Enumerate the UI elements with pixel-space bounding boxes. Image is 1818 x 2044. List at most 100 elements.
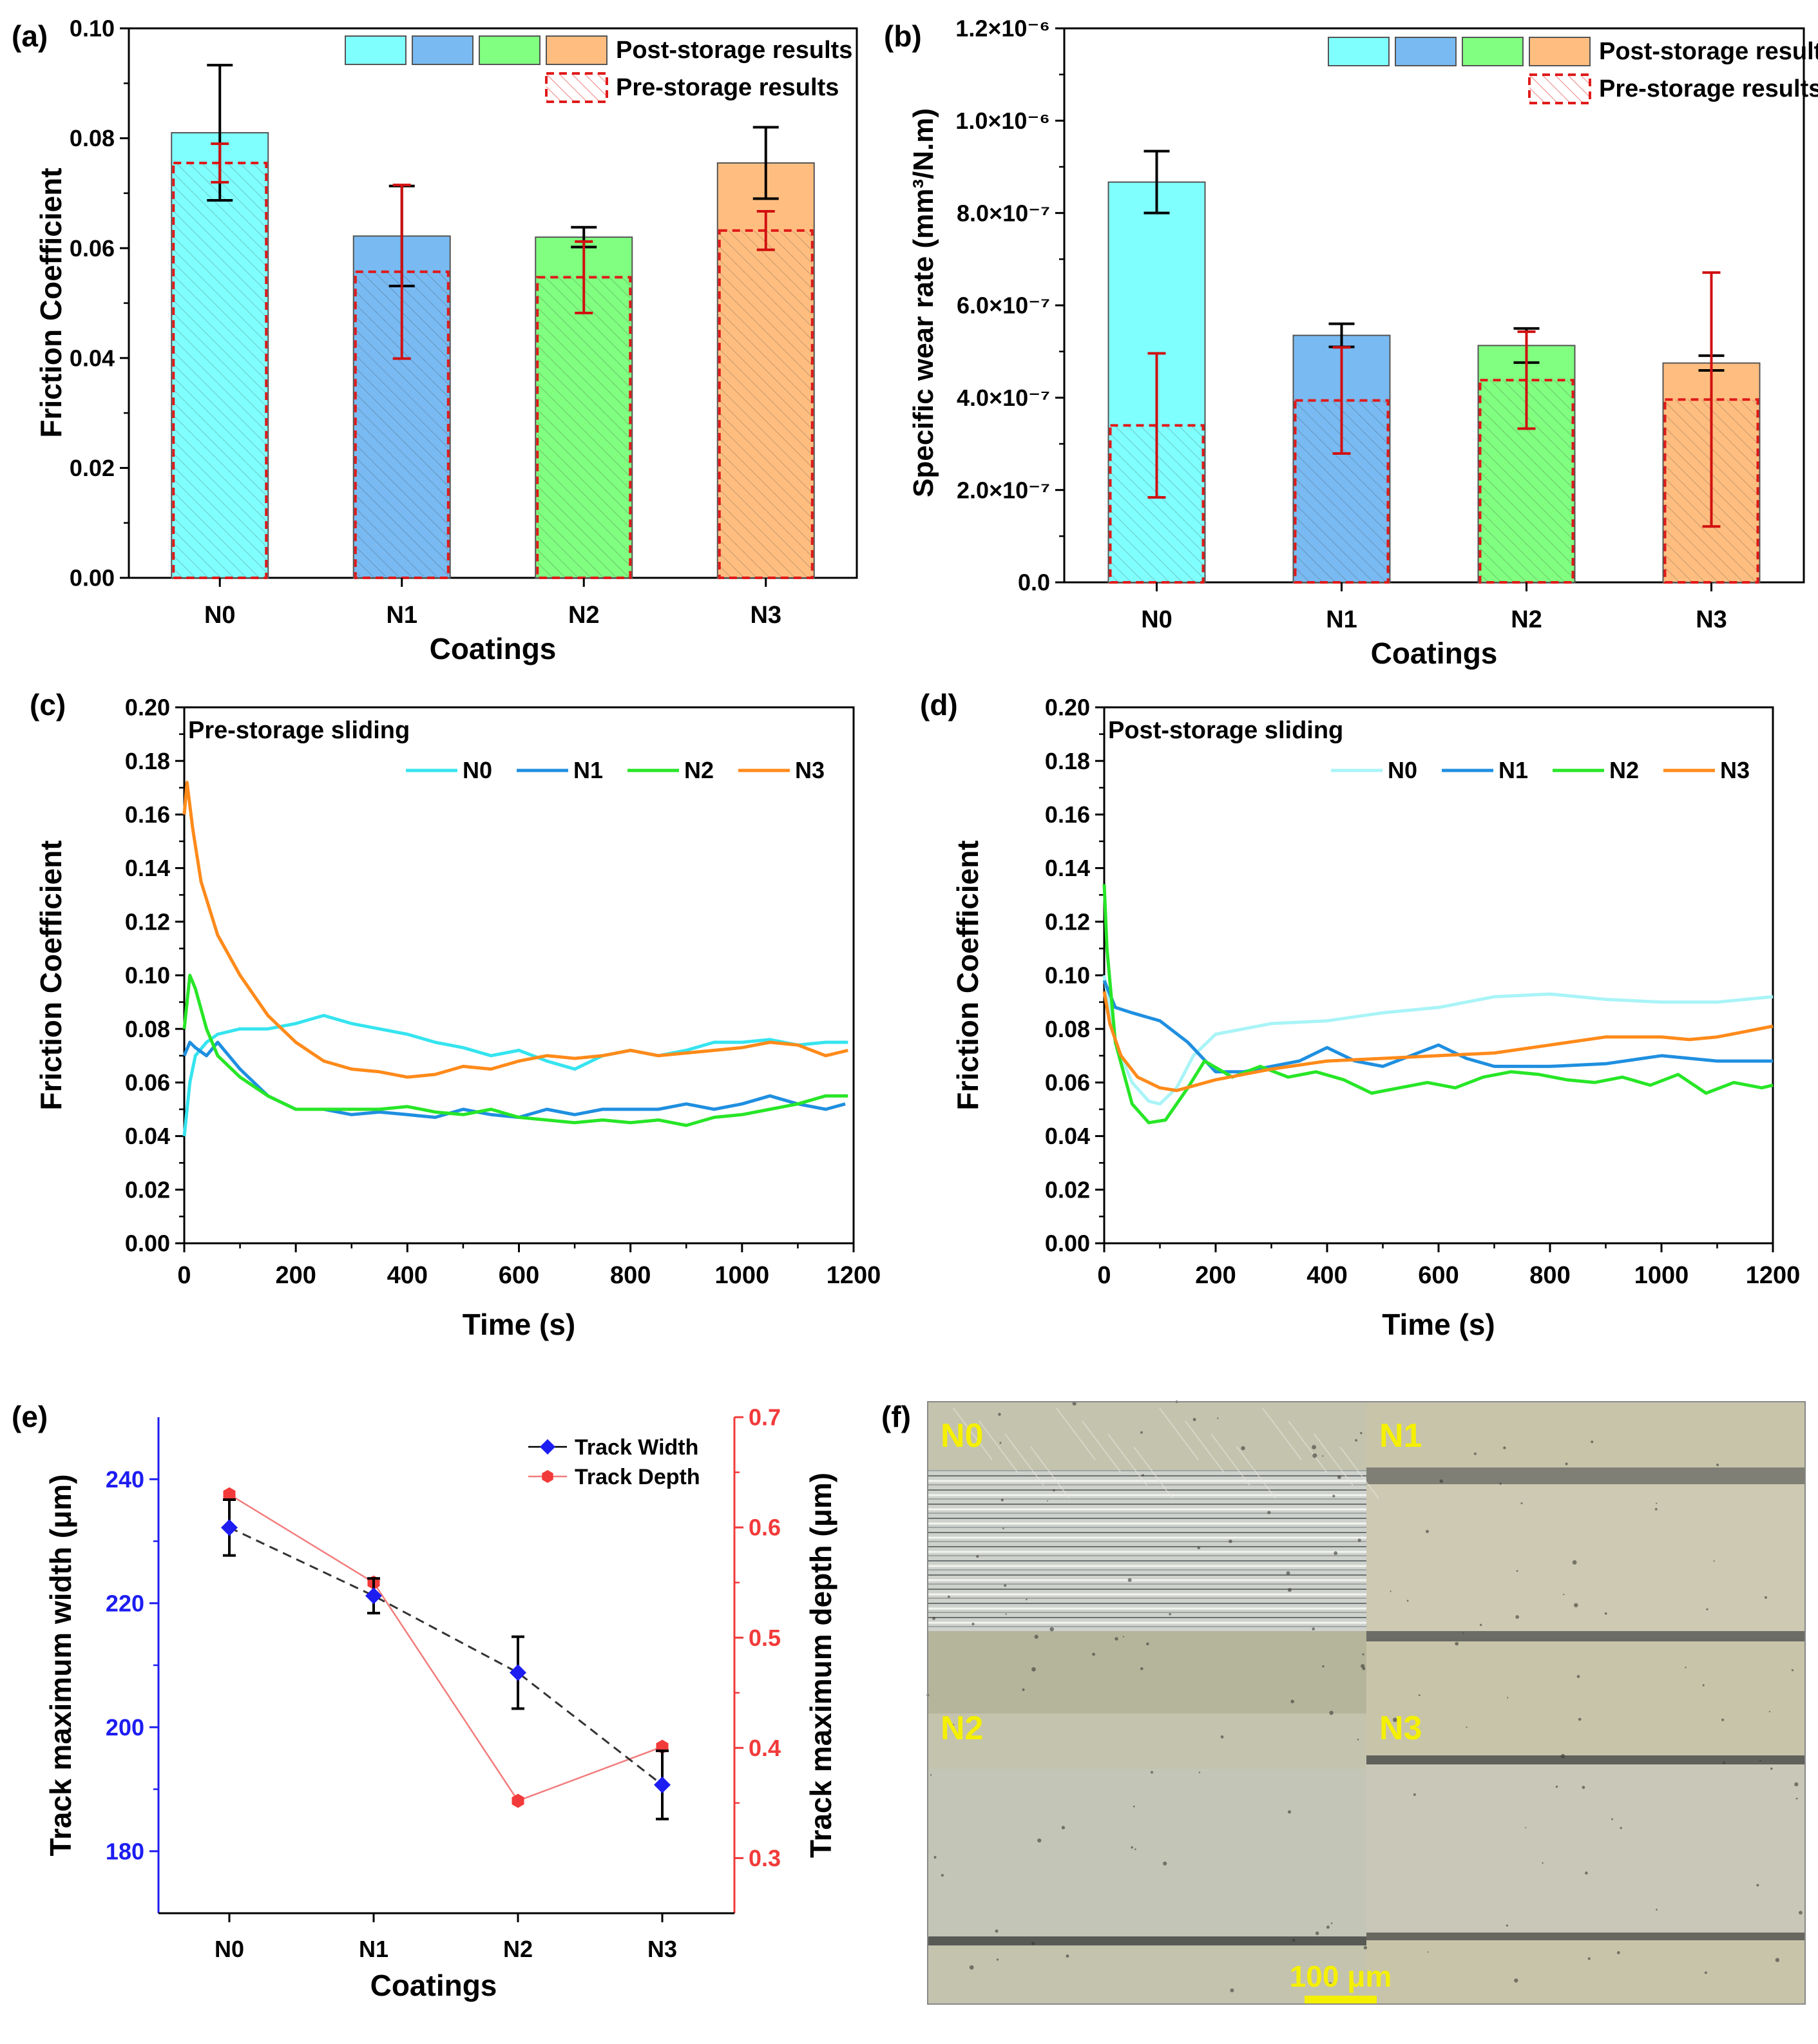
legend-label-width: Track Width <box>575 1435 698 1460</box>
y-tick-label: 0.08 <box>1045 1016 1090 1042</box>
debris-dot <box>1140 1667 1143 1670</box>
debris-dot <box>1455 1641 1459 1646</box>
right-axis-label: Track maximum depth (μm) <box>804 1473 837 1858</box>
x-axis-label: Time (s) <box>463 1308 576 1341</box>
x-tick-label: N2 <box>1511 606 1542 633</box>
debris-dot <box>1764 1596 1768 1599</box>
x-axis-label: Coatings <box>1371 636 1498 670</box>
debris-dot <box>1312 1453 1317 1458</box>
debris-dot <box>1768 1710 1770 1713</box>
debris-dot <box>971 1622 975 1626</box>
y-axis-label: Friction Coefficient <box>34 167 68 437</box>
y-tick-label: 180 <box>106 1838 144 1864</box>
debris-dot <box>1049 1627 1054 1632</box>
y-tick-label: 200 <box>106 1714 144 1741</box>
debris-dot <box>1241 1446 1245 1451</box>
debris-dot <box>1330 1922 1333 1924</box>
panel-d: 0.00 0.02 0.04 0.06 0.08 0.10 0.12 0.14 0.16 0.18… <box>920 688 1800 1341</box>
debris-dot <box>933 1856 937 1859</box>
legend-label-depth: Track Depth <box>575 1465 700 1489</box>
x-tick-label: 800 <box>1529 1262 1570 1289</box>
debris-dot <box>952 1724 955 1726</box>
plot-frame <box>1103 706 1774 1245</box>
series-line-N3 <box>182 781 848 1079</box>
scratch <box>1056 1408 1096 1460</box>
scale-bar <box>1305 1996 1377 2003</box>
debris-dot <box>1591 1440 1594 1444</box>
x-tick-label: N2 <box>503 1936 533 1962</box>
debris-dot <box>1322 1455 1324 1457</box>
debris-dot <box>1574 1603 1578 1608</box>
debris-dot <box>1061 1826 1066 1829</box>
debris-dot <box>1004 1584 1007 1587</box>
debris-dot <box>969 1965 974 1970</box>
scratch <box>1107 1433 1147 1486</box>
debris-dot <box>1026 1598 1028 1601</box>
debris-dot <box>1413 1793 1416 1796</box>
debris-dot <box>1499 1482 1502 1485</box>
y-tick-label: 0.10 <box>1045 962 1090 989</box>
y-tick-label: 0.0 <box>1018 569 1050 596</box>
legend-label-N0: N0 <box>463 757 492 783</box>
debris-dot <box>1439 1479 1444 1484</box>
debris-dot <box>1585 1871 1588 1875</box>
debris-dot <box>1122 1636 1125 1638</box>
debris-dot <box>1578 1717 1582 1721</box>
debris-dot <box>1756 1884 1759 1887</box>
y-tick-label: 0.12 <box>125 908 170 935</box>
debris-dot <box>947 1595 950 1598</box>
debris-dot <box>1133 1805 1135 1808</box>
x-tick-label: N1 <box>359 1936 388 1962</box>
debris-dot <box>1576 1675 1580 1679</box>
panel-label: (a) <box>12 19 48 53</box>
legend-label-N1: N1 <box>1498 757 1528 783</box>
x-tick-label: N3 <box>750 602 781 629</box>
panel-c: 0.00 0.02 0.04 0.06 0.08 0.10 0.12 0.14 0.16 0.18… <box>30 688 881 1341</box>
debris-dot <box>941 1874 944 1877</box>
debris-dot <box>1587 1957 1591 1960</box>
debris-dot <box>1334 1551 1338 1555</box>
x-tick-label: N1 <box>386 602 417 629</box>
legend-swatch-post <box>1395 37 1457 66</box>
y-tick-label: 8.0×10⁻⁷ <box>957 200 1050 226</box>
y-tick-label: 0.06 <box>125 1069 170 1096</box>
legend-label-post: Post-storage results <box>1599 38 1818 65</box>
debris-dot <box>1390 1590 1392 1592</box>
debris-dot <box>1704 1971 1707 1974</box>
x-tick-label: 0 <box>1097 1262 1111 1289</box>
y-tick-label: 0.5 <box>749 1625 781 1651</box>
y-tick-label: 0.4 <box>749 1735 781 1761</box>
debris-dot <box>1031 1667 1036 1672</box>
y-tick-label: 1.0×10⁻⁶ <box>955 108 1050 134</box>
debris-dot <box>1685 1667 1687 1668</box>
x-tick-label: 200 <box>1195 1262 1236 1289</box>
y-tick-label: 0.08 <box>125 1016 170 1042</box>
debris-dot <box>1002 1527 1004 1530</box>
debris-dot <box>1329 1710 1334 1715</box>
debris-dot <box>1066 1954 1069 1958</box>
wear-track-N3 <box>1366 1764 1805 1933</box>
track-width-marker <box>654 1776 671 1793</box>
debris-dot <box>1197 1546 1200 1550</box>
legend-label-pre: Pre-storage results <box>1599 75 1818 102</box>
panel-e: 180 200 220 240 0.3 0.4 0.5 0.6 0.7 N0 N1 N2 N3 Coati… <box>12 1400 837 2002</box>
track-edge <box>1366 1755 1805 1764</box>
y-axis-label: Friction Coefficient <box>34 840 68 1110</box>
debris-dot <box>996 1958 999 1961</box>
track-edge <box>928 1936 1366 1945</box>
x-tick-label: 1000 <box>715 1262 770 1289</box>
debris-dot <box>1005 1613 1007 1615</box>
plot-frame <box>183 706 855 1245</box>
debris-dot <box>1142 1474 1144 1476</box>
wear-track-N0 <box>928 1470 1366 1631</box>
debris-dot <box>1287 1588 1292 1592</box>
scratch <box>1210 1433 1250 1486</box>
x-axis-label: Coatings <box>430 632 557 665</box>
debris-dot <box>1427 1951 1429 1953</box>
y-tick-label: 1.2×10⁻⁶ <box>955 15 1050 42</box>
debris-dot <box>1770 1767 1773 1770</box>
series-line-N0 <box>1102 975 1774 1106</box>
x-tick-label: 400 <box>387 1262 428 1289</box>
y-tick-label: 0.7 <box>749 1404 781 1431</box>
debris-dot <box>1515 1615 1519 1619</box>
